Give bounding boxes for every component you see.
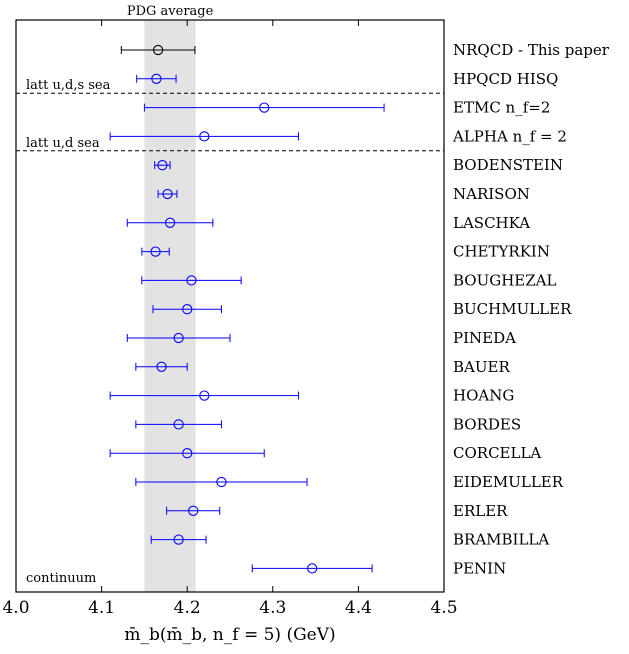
series-label: EIDEMULLER	[453, 473, 564, 491]
point-marker	[259, 102, 270, 113]
series-label: HOANG	[453, 387, 514, 405]
data-point	[157, 188, 178, 200]
series-label: PENIN	[453, 559, 506, 577]
group-label: latt u,d,s sea	[26, 78, 111, 93]
x-tick-label: 4.4	[345, 598, 372, 618]
group-label: continuum	[26, 571, 96, 586]
point-marker	[182, 304, 193, 315]
data-point	[152, 304, 222, 315]
data-point	[141, 275, 242, 286]
point-marker	[188, 505, 199, 516]
point-marker	[216, 476, 227, 488]
point-marker	[151, 73, 162, 84]
series-label: BOUGHEZAL	[453, 271, 557, 289]
point-marker	[173, 419, 184, 430]
series-label: CHETYRKIN	[453, 243, 550, 261]
data-point	[109, 390, 299, 401]
point-marker	[199, 131, 210, 142]
data-point	[135, 361, 188, 372]
sea-dividers	[16, 92, 444, 152]
plot-frame	[15, 19, 445, 593]
series-label: BUCHMULLER	[453, 300, 572, 318]
point-marker	[186, 275, 197, 286]
series-label: ERLER	[453, 502, 508, 520]
point-marker	[157, 160, 168, 171]
point-marker	[182, 448, 193, 459]
data-point	[120, 44, 196, 56]
x-tick-label: 4.2	[174, 598, 201, 618]
point-marker	[152, 44, 164, 56]
series-label: ETMC n_f=2	[453, 99, 550, 117]
x-tick-label: 4.0	[2, 598, 29, 618]
data-point	[135, 476, 308, 488]
chart-title: PDG average	[127, 4, 214, 19]
series-label: HPQCD HISQ	[453, 70, 558, 88]
series-label: LASCHKA	[453, 214, 530, 232]
point-marker	[156, 361, 167, 372]
data-point	[143, 102, 385, 113]
data-point	[136, 73, 177, 84]
series-label: PINEDA	[453, 329, 516, 347]
series-label: BODENSTEIN	[453, 156, 563, 174]
data-point	[166, 505, 221, 516]
series-label: BRAMBILLA	[453, 531, 549, 549]
group-labels: latt u,d,s sea latt u,d sea continuum	[26, 78, 111, 586]
x-axis-ticks: 4.0 4.1 4.2 4.3 4.4 4.5	[2, 20, 458, 618]
data-point	[141, 246, 170, 257]
series-label: BAUER	[453, 358, 510, 376]
data-point	[126, 217, 214, 228]
point-marker	[162, 188, 173, 200]
x-axis-label: m̄_b(m̄_b, n_f = 5) (GeV)	[124, 625, 335, 645]
point-marker	[173, 534, 184, 545]
series-label: ALPHA n_f = 2	[452, 127, 567, 145]
series-label: NRQCD - This paper	[453, 41, 610, 59]
pdg-average-band	[144, 20, 196, 592]
point-marker	[173, 332, 184, 344]
data-point	[154, 160, 171, 171]
data-point	[135, 419, 222, 430]
x-tick-label: 4.5	[430, 598, 457, 618]
series-label: BORDES	[453, 415, 521, 433]
data-point	[251, 563, 373, 574]
point-marker	[199, 390, 210, 401]
x-tick-label: 4.3	[259, 598, 286, 618]
data-point	[109, 131, 299, 142]
data-point	[109, 448, 265, 459]
series-label: CORCELLA	[453, 444, 541, 462]
data-point	[150, 534, 207, 545]
series-labels: NRQCD - This paper HPQCD HISQ ETMC n_f=2 AL…	[452, 41, 610, 577]
data-point	[126, 332, 231, 344]
data-points	[109, 44, 385, 574]
point-marker	[164, 217, 176, 228]
point-marker	[307, 563, 318, 574]
series-label: NARISON	[453, 185, 530, 203]
x-tick-label: 4.1	[88, 598, 115, 618]
point-marker	[150, 246, 161, 257]
group-label: latt u,d sea	[26, 136, 100, 151]
